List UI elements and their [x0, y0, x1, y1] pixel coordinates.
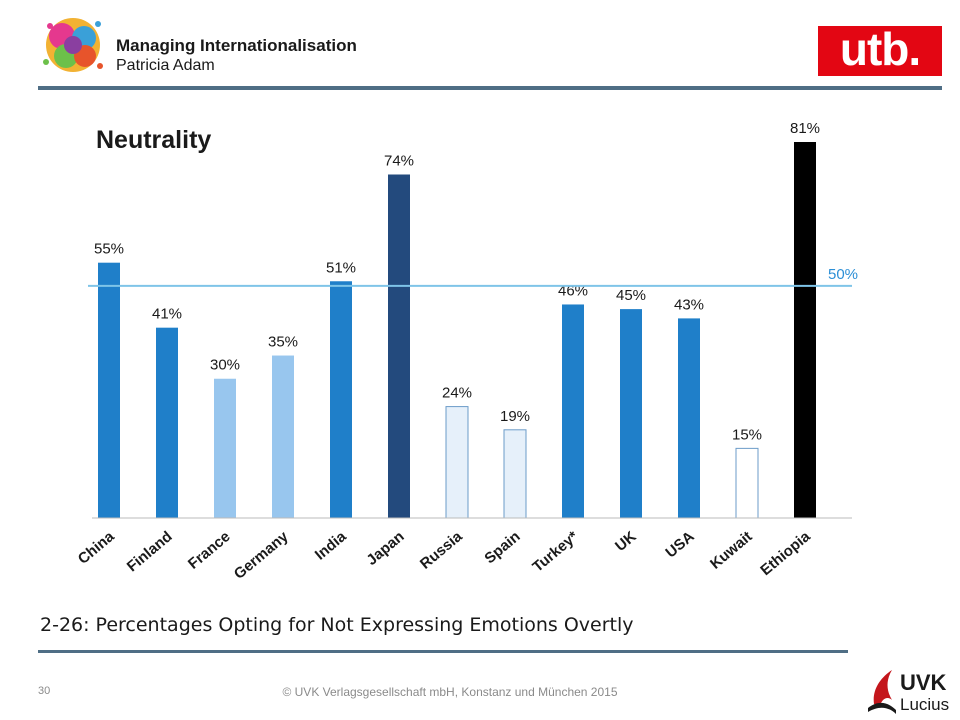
x-tick-label-india: India [312, 528, 350, 564]
presentation-author: Patricia Adam [116, 57, 215, 74]
x-tick-label-usa: USA [662, 528, 697, 561]
bar-spain [503, 429, 527, 519]
bar-china [98, 262, 120, 518]
neutrality-bar-chart: Neutrality 55%41%30%35%51%74%24%19%46% 45… [75, 120, 858, 583]
data-label-germany: 35% [268, 334, 298, 351]
data-label-france: 30% [210, 357, 240, 374]
uvk-logo-text: UVK [900, 670, 947, 695]
x-tick-label-turkey: Turkey* [529, 528, 581, 576]
bar-france [214, 378, 236, 518]
x-tick-label-kuwait: Kuwait [707, 528, 756, 573]
x-tick-label-ethiopia: Ethiopia [757, 528, 814, 579]
slide-header: Managing Internationalisation Patricia A… [0, 0, 960, 90]
reference-line-group: 50% [88, 266, 858, 287]
colorful-splash-logo-icon [43, 18, 103, 72]
data-label-japan: 74% [384, 152, 414, 169]
page-number: 30 [38, 685, 51, 697]
x-tick-label-japan: Japan [363, 528, 407, 569]
data-label-spain: 19% [500, 408, 530, 425]
x-tick-label-china: China [75, 528, 118, 568]
bar-usa [678, 318, 700, 518]
data-label-india: 51% [326, 259, 356, 276]
copyright-text: © UVK Verlagsgesellschaft mbH, Konstanz … [282, 685, 618, 699]
footer-divider [38, 650, 848, 653]
uvk-swoosh-icon [868, 702, 896, 714]
chart-title: Neutrality [96, 126, 211, 154]
figure-caption: 2-26: Percentages Opting for Not Express… [40, 614, 634, 636]
bar-russia [445, 406, 469, 519]
uvk-flame-icon [873, 670, 892, 706]
data-label-russia: 24% [442, 385, 472, 402]
x-tick-label-germany: Germany [231, 528, 292, 583]
utb-logo-text: utb. [839, 23, 921, 75]
x-tick-label-uk: UK [612, 528, 640, 555]
lucius-logo-text: Lucius [900, 695, 949, 714]
x-tick-label-spain: Spain [481, 528, 523, 567]
bars-group: 55%41%30%35%51%74%24%19%46% 45%43%15%81% [94, 120, 820, 519]
data-label-ethiopia: 81% [790, 120, 820, 137]
bar-turkey [562, 304, 584, 518]
bar-germany [272, 355, 294, 518]
bar-finland [156, 327, 178, 518]
reference-line-label: 50% [828, 266, 858, 283]
bar-kuwait [735, 447, 759, 519]
data-label-china: 55% [94, 241, 124, 258]
bar-uk [620, 309, 642, 518]
bar-ethiopia [794, 142, 816, 518]
x-tick-label-france: France [185, 528, 234, 573]
bar-india [330, 281, 352, 518]
x-tick-label-finland: Finland [124, 528, 176, 575]
bar-japan [388, 174, 410, 518]
utb-logo: utb. [818, 23, 942, 76]
data-label-finland: 41% [152, 306, 182, 323]
header-divider [38, 86, 942, 90]
presentation-title: Managing Internationalisation [116, 36, 357, 55]
data-label-kuwait: 15% [732, 426, 762, 443]
data-label-uk: 45% [616, 287, 646, 304]
x-tick-label-russia: Russia [417, 528, 466, 573]
data-label-usa: 43% [674, 296, 704, 313]
uvk-lucius-logo: UVK Lucius [868, 670, 949, 714]
